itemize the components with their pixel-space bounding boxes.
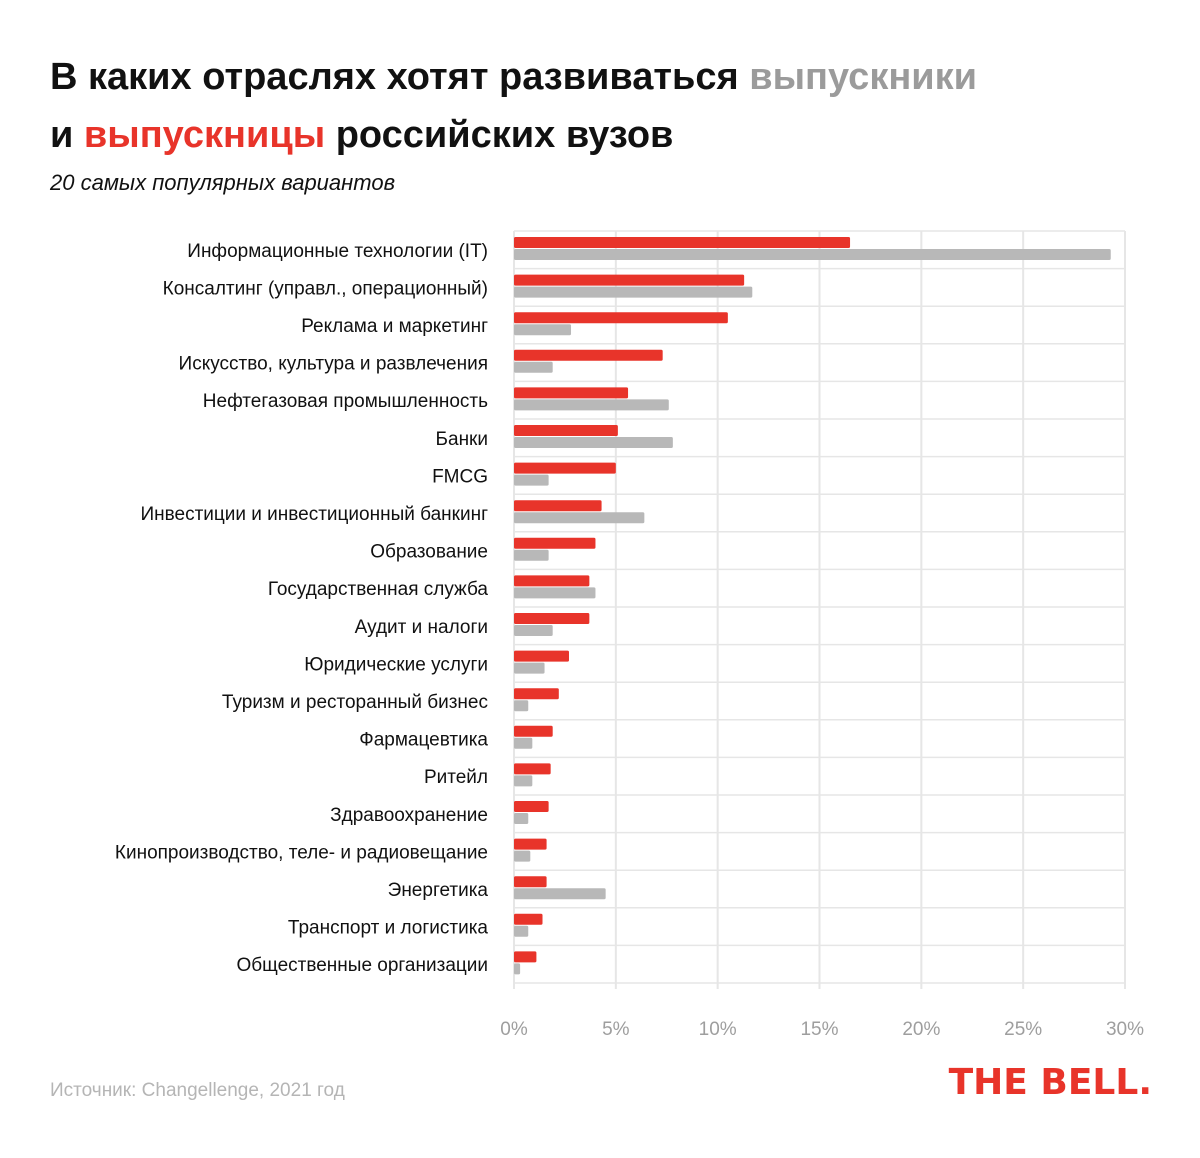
- x-tick-label-5: 25%: [1004, 1019, 1042, 1040]
- category-label-4: Нефтегазовая промышленность: [203, 391, 488, 412]
- category-label-1: Консалтинг (управл., операционный): [163, 278, 488, 299]
- bar-female-9: [514, 575, 590, 587]
- bar-male-18: [514, 925, 529, 937]
- category-label-3: Искусство, культура и развлечения: [179, 354, 488, 375]
- bar-male-3: [514, 361, 553, 373]
- bar-male-0: [514, 249, 1111, 260]
- bar-female-15: [514, 801, 549, 812]
- bar-male-17: [514, 888, 606, 900]
- category-label-15: Здравоохранение: [330, 805, 488, 826]
- x-tick-label-0: 0%: [500, 1019, 528, 1040]
- category-label-6: FMCG: [432, 466, 488, 487]
- bar-male-10: [514, 625, 553, 636]
- bar-female-16: [514, 838, 547, 850]
- bar-female-2: [514, 312, 728, 324]
- bar-female-8: [514, 537, 596, 549]
- bar-male-2: [514, 324, 572, 336]
- bar-male-14: [514, 775, 533, 787]
- x-tick-label-4: 20%: [902, 1019, 940, 1040]
- category-label-13: Фармацевтика: [359, 730, 488, 751]
- bar-female-18: [514, 913, 543, 925]
- bar-male-1: [514, 286, 753, 298]
- category-label-19: Общественные организации: [237, 955, 489, 976]
- title-female-highlight: выпускницы: [83, 114, 326, 156]
- x-tick-labels: 0% 5% 10% 15% 20% 25% 30%: [500, 1019, 1144, 1040]
- bar-male-19: [514, 963, 521, 975]
- category-label-18: Транспорт и логистика: [288, 918, 488, 939]
- category-label-16: Кинопроизводство, теле- и радиовещание: [115, 842, 488, 863]
- x-tick-label-6: 30%: [1106, 1019, 1144, 1040]
- bar-male-16: [514, 850, 531, 862]
- category-label-2: Реклама и маркетинг: [301, 316, 488, 337]
- the-bell-logo: THE BELL.: [948, 1062, 1152, 1103]
- category-label-0: Информационные технологии (IT): [187, 241, 488, 262]
- category-label-14: Ритейл: [424, 767, 488, 788]
- bar-male-8: [514, 549, 549, 561]
- bar-female-12: [514, 688, 559, 700]
- bars: [514, 237, 1111, 975]
- title-part-3: российских вузов: [325, 114, 674, 156]
- category-label-7: Инвестиции и инвестиционный банкинг: [140, 504, 488, 525]
- x-tick-label-3: 15%: [800, 1019, 838, 1040]
- chart-subtitle: 20 самых популярных вариантов: [50, 170, 396, 195]
- category-label-17: Энергетика: [388, 880, 489, 901]
- category-label-11: Юридические услуги: [304, 654, 488, 675]
- bar-male-5: [514, 437, 673, 448]
- category-label-9: Государственная служба: [268, 579, 489, 600]
- bar-male-15: [514, 813, 529, 824]
- x-tick-label-1: 5%: [602, 1019, 630, 1040]
- chart-title: В каких отраслях хотят развиваться выпус…: [50, 48, 1170, 164]
- grid-lines: [513, 230, 1126, 989]
- source-note: Источник: Changellenge, 2021 год: [50, 1080, 345, 1101]
- bar-male-9: [514, 587, 596, 599]
- category-label-10: Аудит и налоги: [355, 617, 488, 638]
- bar-female-0: [514, 237, 851, 248]
- category-label-8: Образование: [370, 542, 488, 563]
- bar-chart: Информационные технологии (IT) Консалтинг…: [115, 230, 1144, 1040]
- bar-male-12: [514, 700, 529, 712]
- category-label-12: Туризм и ресторанный бизнес: [222, 692, 488, 713]
- bar-female-19: [514, 951, 537, 963]
- title-part-2: и: [50, 114, 84, 156]
- bar-female-11: [514, 650, 569, 662]
- bar-female-1: [514, 274, 745, 286]
- title-part-1: В каких отраслях хотят развиваться: [50, 56, 750, 98]
- category-label-5: Банки: [436, 429, 488, 450]
- bar-female-17: [514, 876, 547, 888]
- bar-female-7: [514, 500, 602, 512]
- bar-female-5: [514, 425, 618, 436]
- bar-male-11: [514, 662, 545, 674]
- bar-female-13: [514, 725, 553, 737]
- title-male-highlight: выпускники: [749, 56, 978, 98]
- bar-male-4: [514, 399, 669, 411]
- bar-male-7: [514, 512, 645, 524]
- bar-female-3: [514, 349, 663, 361]
- bar-male-6: [514, 474, 549, 486]
- bar-male-13: [514, 737, 533, 749]
- bar-female-6: [514, 462, 616, 474]
- bar-female-10: [514, 613, 590, 624]
- bar-female-14: [514, 763, 551, 775]
- bar-female-4: [514, 387, 629, 399]
- x-tick-label-2: 10%: [699, 1019, 737, 1040]
- category-labels: Информационные технологии (IT) Консалтинг…: [115, 241, 489, 976]
